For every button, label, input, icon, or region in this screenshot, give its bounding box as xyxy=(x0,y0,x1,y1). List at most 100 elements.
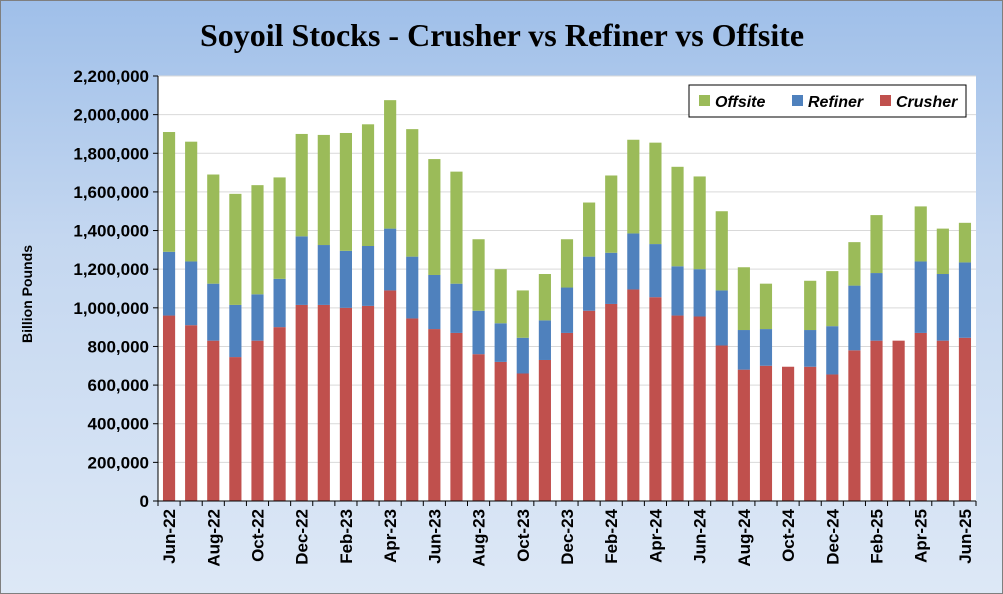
bar-crusher-feb-24 xyxy=(605,303,618,501)
bar-crusher-aug-23 xyxy=(472,354,485,501)
bar-crusher-apr-24 xyxy=(649,297,662,501)
bar-crusher-sep-22 xyxy=(229,357,242,501)
bar-crusher-oct-22 xyxy=(251,340,264,501)
bar-offsite-mar-24 xyxy=(627,139,640,234)
bar-refiner-mar-23 xyxy=(361,246,375,306)
bar-offsite-jun-22 xyxy=(162,132,176,252)
bar-refiner-jul-22 xyxy=(185,261,198,326)
bar-refiner-mar-24 xyxy=(627,233,640,290)
x-tick-label: Dec-22 xyxy=(293,509,312,565)
bar-offsite-jun-24 xyxy=(693,176,706,270)
x-tick-label: Feb-24 xyxy=(602,508,621,563)
bar-offsite-aug-23 xyxy=(472,239,485,311)
bar-refiner-aug-24 xyxy=(737,330,750,370)
legend-swatch-crusher xyxy=(880,95,891,106)
bar-crusher-mar-25 xyxy=(892,340,905,501)
bar-offsite-nov-23 xyxy=(538,274,551,321)
bar-offsite-dec-22 xyxy=(295,133,308,237)
y-tick-label: 2,000,000 xyxy=(73,106,149,125)
bar-offsite-sep-22 xyxy=(229,193,242,305)
bar-crusher-jun-24 xyxy=(693,316,706,501)
bar-refiner-jul-23 xyxy=(450,283,463,333)
axes xyxy=(157,76,976,502)
bar-crusher-may-23 xyxy=(406,318,419,501)
bar-refiner-nov-22 xyxy=(273,278,286,328)
bar-refiner-aug-23 xyxy=(472,310,485,355)
bar-crusher-apr-23 xyxy=(384,290,397,501)
y-tick-label: 600,000 xyxy=(88,376,149,395)
bar-offsite-jun-25 xyxy=(958,222,972,263)
bar-offsite-may-24 xyxy=(671,166,684,267)
bar-offsite-sep-24 xyxy=(759,283,773,330)
bar-refiner-dec-22 xyxy=(295,236,308,305)
legend-label-refiner: Refiner xyxy=(808,94,864,111)
bar-crusher-jul-22 xyxy=(185,325,198,501)
bar-offsite-mar-23 xyxy=(361,124,375,246)
legend-swatch-refiner xyxy=(792,95,803,106)
bar-offsite-jun-23 xyxy=(428,159,441,275)
bar-offsite-jul-23 xyxy=(450,171,463,284)
bar-crusher-jun-23 xyxy=(428,329,441,501)
x-tick-label: Jun-23 xyxy=(425,509,444,564)
x-axis-ticks: Jun-22 Aug-22 Oct-22 Dec-22 Feb-23 Apr-23 Jun-… xyxy=(157,501,977,567)
bar-crusher-may-25 xyxy=(936,340,949,501)
y-tick-label: 1,400,000 xyxy=(73,222,149,241)
bar-offsite-aug-24 xyxy=(737,267,750,331)
bar-offsite-dec-23 xyxy=(560,239,574,288)
y-tick-label: 1,800,000 xyxy=(73,144,149,163)
bar-crusher-nov-23 xyxy=(538,359,551,501)
y-tick-label: 2,200,000 xyxy=(73,67,149,86)
y-tick-label: 1,000,000 xyxy=(73,299,149,318)
x-tick-label: Dec-23 xyxy=(558,509,577,565)
bar-refiner-sep-24 xyxy=(759,329,773,366)
x-tick-label: Oct-24 xyxy=(779,508,798,561)
bar-refiner-feb-25 xyxy=(870,273,883,341)
bar-offsite-jul-24 xyxy=(715,211,728,291)
bar-offsite-sep-23 xyxy=(494,269,507,324)
bars xyxy=(162,100,972,501)
bar-offsite-apr-25 xyxy=(914,206,927,262)
bar-refiner-apr-23 xyxy=(384,228,397,291)
bar-refiner-apr-24 xyxy=(649,244,662,298)
bar-refiner-dec-23 xyxy=(560,287,574,333)
legend-box xyxy=(688,84,967,118)
bar-offsite-feb-24 xyxy=(605,175,618,253)
bar-refiner-nov-24 xyxy=(804,330,817,367)
bar-offsite-jul-22 xyxy=(185,141,198,262)
x-tick-label: Oct-22 xyxy=(248,509,267,562)
x-tick-label: Jun-24 xyxy=(691,508,710,563)
legend: Offsite Refiner Crusher xyxy=(688,84,967,118)
x-tick-label: Feb-23 xyxy=(337,509,356,564)
bar-refiner-jul-24 xyxy=(715,290,728,346)
bar-crusher-dec-23 xyxy=(560,332,574,501)
y-tick-label: 1,600,000 xyxy=(73,183,149,202)
x-tick-label: Apr-23 xyxy=(381,509,400,563)
bar-refiner-oct-23 xyxy=(516,337,529,374)
bar-crusher-aug-24 xyxy=(737,369,750,501)
bar-refiner-may-25 xyxy=(936,274,949,341)
bar-refiner-jan-24 xyxy=(583,256,596,311)
x-tick-label: Apr-25 xyxy=(912,509,931,563)
bar-crusher-may-24 xyxy=(671,315,684,501)
bar-refiner-sep-22 xyxy=(229,304,242,358)
bar-crusher-jan-23 xyxy=(317,304,330,501)
bar-crusher-dec-22 xyxy=(295,304,308,501)
bar-crusher-feb-25 xyxy=(870,340,883,501)
chart-title: Soyoil Stocks - Crusher vs Refiner vs Of… xyxy=(200,17,804,53)
bar-crusher-jun-22 xyxy=(162,315,176,501)
x-tick-label: Aug-24 xyxy=(735,508,754,566)
bar-crusher-feb-23 xyxy=(339,307,352,501)
bar-crusher-dec-24 xyxy=(826,374,839,501)
bar-offsite-nov-24 xyxy=(804,280,817,331)
bar-refiner-feb-23 xyxy=(339,250,352,308)
bar-refiner-oct-22 xyxy=(251,294,264,341)
bar-crusher-jan-24 xyxy=(583,310,596,501)
bar-offsite-oct-23 xyxy=(516,290,529,338)
legend-swatch-offsite xyxy=(699,95,710,106)
y-tick-label: 200,000 xyxy=(88,453,149,472)
bar-offsite-oct-22 xyxy=(251,185,264,295)
bar-offsite-jan-25 xyxy=(848,242,861,286)
legend-label-offsite: Offsite xyxy=(715,94,765,111)
